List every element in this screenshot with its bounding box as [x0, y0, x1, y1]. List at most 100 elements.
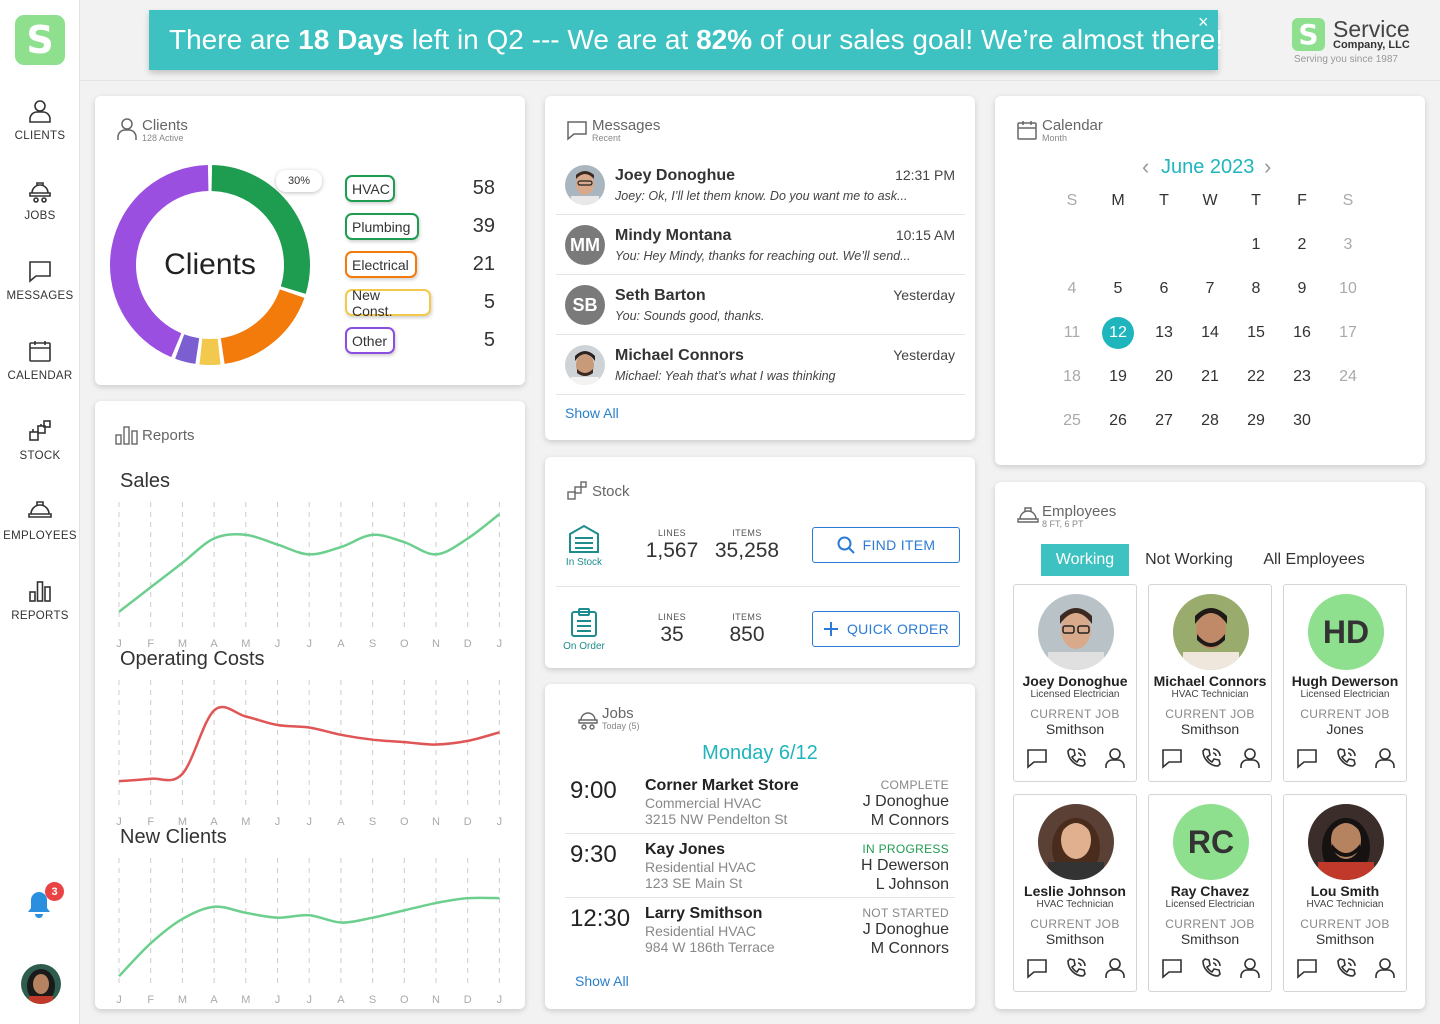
- calendar-day[interactable]: 23: [1279, 365, 1325, 409]
- phone-icon[interactable]: [1335, 747, 1357, 769]
- message-row[interactable]: MM Mindy Montana 10:15 AM You: Hey Mindy…: [556, 215, 965, 275]
- calendar-day[interactable]: 14: [1187, 321, 1233, 365]
- calendar-day[interactable]: 9: [1279, 277, 1325, 321]
- on-order-label: On Order: [563, 641, 605, 652]
- calendar-day[interactable]: 13: [1141, 321, 1187, 365]
- profile-icon[interactable]: [1104, 957, 1126, 979]
- calendar-day-number: 14: [1201, 324, 1219, 341]
- calendar-day[interactable]: 24: [1325, 365, 1371, 409]
- message-icon[interactable]: [1161, 747, 1183, 769]
- calendar-day[interactable]: 10: [1325, 277, 1371, 321]
- employee-card[interactable]: RC Ray Chavez Licensed Electrician CURRENT …: [1148, 794, 1272, 992]
- find-item-button[interactable]: FIND ITEM: [812, 527, 960, 563]
- nav-stock[interactable]: STOCK: [0, 418, 80, 478]
- message-icon[interactable]: [1296, 957, 1318, 979]
- calendar-day[interactable]: 8: [1233, 277, 1279, 321]
- calendar-day[interactable]: 16: [1279, 321, 1325, 365]
- message-icon[interactable]: [1026, 747, 1048, 769]
- calendar-day[interactable]: 25: [1049, 409, 1095, 453]
- nav-clients[interactable]: CLIENTS: [0, 98, 80, 158]
- calendar-next-button[interactable]: ›: [1264, 154, 1272, 179]
- message-row[interactable]: Michael Connors Yesterday Michael: Yeah …: [556, 335, 965, 395]
- current-job-value: Smithson: [1180, 931, 1240, 947]
- profile-icon[interactable]: [1374, 747, 1396, 769]
- calendar-day[interactable]: 19: [1095, 365, 1141, 409]
- client-category-tag[interactable]: HVAC: [345, 175, 395, 202]
- calendar-prev-button[interactable]: ‹: [1142, 154, 1150, 179]
- tab-all-employees[interactable]: All Employees: [1263, 551, 1365, 568]
- calendar-day[interactable]: 18: [1049, 365, 1095, 409]
- phone-icon[interactable]: [1200, 747, 1222, 769]
- client-category-tag[interactable]: Plumbing: [345, 213, 419, 240]
- profile-icon[interactable]: [1239, 747, 1261, 769]
- jobs-show-all-link[interactable]: Show All: [575, 973, 629, 989]
- calendar-day[interactable]: 21: [1187, 365, 1233, 409]
- job-type: Residential HVAC: [645, 859, 757, 875]
- calendar-day[interactable]: 4: [1049, 277, 1095, 321]
- calendar-day-selected[interactable]: 12: [1095, 317, 1141, 365]
- calendar-day[interactable]: 5: [1095, 277, 1141, 321]
- tab-not-working[interactable]: Not Working: [1145, 551, 1233, 568]
- job-row[interactable]: 9:00 Corner Market Store Commercial HVAC 32…: [565, 774, 955, 834]
- banner-close-button[interactable]: ×: [1198, 12, 1209, 32]
- calendar-day-number: 20: [1155, 368, 1173, 385]
- client-category-tag[interactable]: Electrical: [345, 251, 417, 278]
- tab-working[interactable]: Working: [1041, 544, 1129, 576]
- employee-card[interactable]: HD Hugh Dewerson Licensed Electrician CURRE…: [1283, 584, 1407, 782]
- employee-card[interactable]: Joey Donoghue Licensed Electrician CURRENT…: [1013, 584, 1137, 782]
- message-row[interactable]: Joey Donoghue 12:31 PM Joey: Ok, I’ll le…: [556, 155, 965, 215]
- calendar-day[interactable]: 3: [1325, 233, 1371, 277]
- message-icon[interactable]: [1161, 957, 1183, 979]
- app-logo[interactable]: S: [15, 15, 65, 65]
- phone-icon[interactable]: [1200, 957, 1222, 979]
- message-icon[interactable]: [1026, 957, 1048, 979]
- client-category-count: 39: [472, 215, 495, 237]
- calendar-day[interactable]: 11: [1049, 321, 1095, 365]
- calendar-day[interactable]: 30: [1279, 409, 1325, 453]
- bell-icon[interactable]: [26, 890, 52, 920]
- calendar-day[interactable]: 27: [1141, 409, 1187, 453]
- profile-icon[interactable]: [1239, 957, 1261, 979]
- nav-messages[interactable]: MESSAGES: [0, 258, 80, 318]
- quick-order-button[interactable]: QUICK ORDER: [812, 611, 960, 647]
- message-time: 10:15 AM: [895, 227, 955, 243]
- nav-calendar[interactable]: CALENDAR: [0, 338, 80, 398]
- calendar-day[interactable]: 17: [1325, 321, 1371, 365]
- calendar-day[interactable]: 26: [1095, 409, 1141, 453]
- profile-icon[interactable]: [1104, 747, 1126, 769]
- calendar-day-number: 19: [1109, 368, 1127, 385]
- client-category-tag[interactable]: Other: [345, 327, 395, 354]
- job-row[interactable]: 12:30 Larry Smithson Residential HVAC 984 W…: [565, 902, 955, 962]
- calendar-day[interactable]: 20: [1141, 365, 1187, 409]
- calendar-day[interactable]: 22: [1233, 365, 1279, 409]
- nav-jobs[interactable]: JOBS: [0, 178, 80, 238]
- job-client: Corner Market Store: [645, 777, 799, 794]
- job-row[interactable]: 9:30 Kay Jones Residential HVAC 123 SE Main…: [565, 838, 955, 898]
- nav-reports[interactable]: REPORTS: [0, 578, 80, 638]
- user-avatar[interactable]: [21, 964, 61, 1004]
- calendar-day-number: 21: [1201, 368, 1219, 385]
- phone-icon[interactable]: [1065, 957, 1087, 979]
- calendar-day[interactable]: 7: [1187, 277, 1233, 321]
- employee-role: Licensed Electrician: [1300, 689, 1390, 700]
- calendar-day[interactable]: 29: [1233, 409, 1279, 453]
- nav-employees[interactable]: EMPLOYEES: [0, 498, 80, 558]
- calendar-day[interactable]: 15: [1233, 321, 1279, 365]
- employee-card[interactable]: Leslie Johnson HVAC Technician CURRENT JOB…: [1013, 794, 1137, 992]
- phone-icon[interactable]: [1065, 747, 1087, 769]
- phone-icon[interactable]: [1335, 957, 1357, 979]
- profile-icon[interactable]: [1374, 957, 1396, 979]
- messages-show-all-link[interactable]: Show All: [565, 405, 619, 421]
- employee-card[interactable]: Michael Connors HVAC Technician CURRENT JO…: [1148, 584, 1272, 782]
- calendar-day[interactable]: 1: [1233, 233, 1279, 277]
- client-category-tag[interactable]: New Const.: [345, 287, 431, 319]
- current-job-label: CURRENT JOB: [1300, 707, 1390, 721]
- message-icon[interactable]: [1296, 747, 1318, 769]
- nav-jobs-label: JOBS: [24, 210, 56, 222]
- employee-card[interactable]: Lou Smith HVAC Technician CURRENT JOB Smith…: [1283, 794, 1407, 992]
- donut-callout: 30%: [276, 170, 322, 192]
- calendar-day[interactable]: 2: [1279, 233, 1325, 277]
- message-row[interactable]: SB Seth Barton Yesterday You: Sounds goo…: [556, 275, 965, 335]
- calendar-day[interactable]: 6: [1141, 277, 1187, 321]
- calendar-day[interactable]: 28: [1187, 409, 1233, 453]
